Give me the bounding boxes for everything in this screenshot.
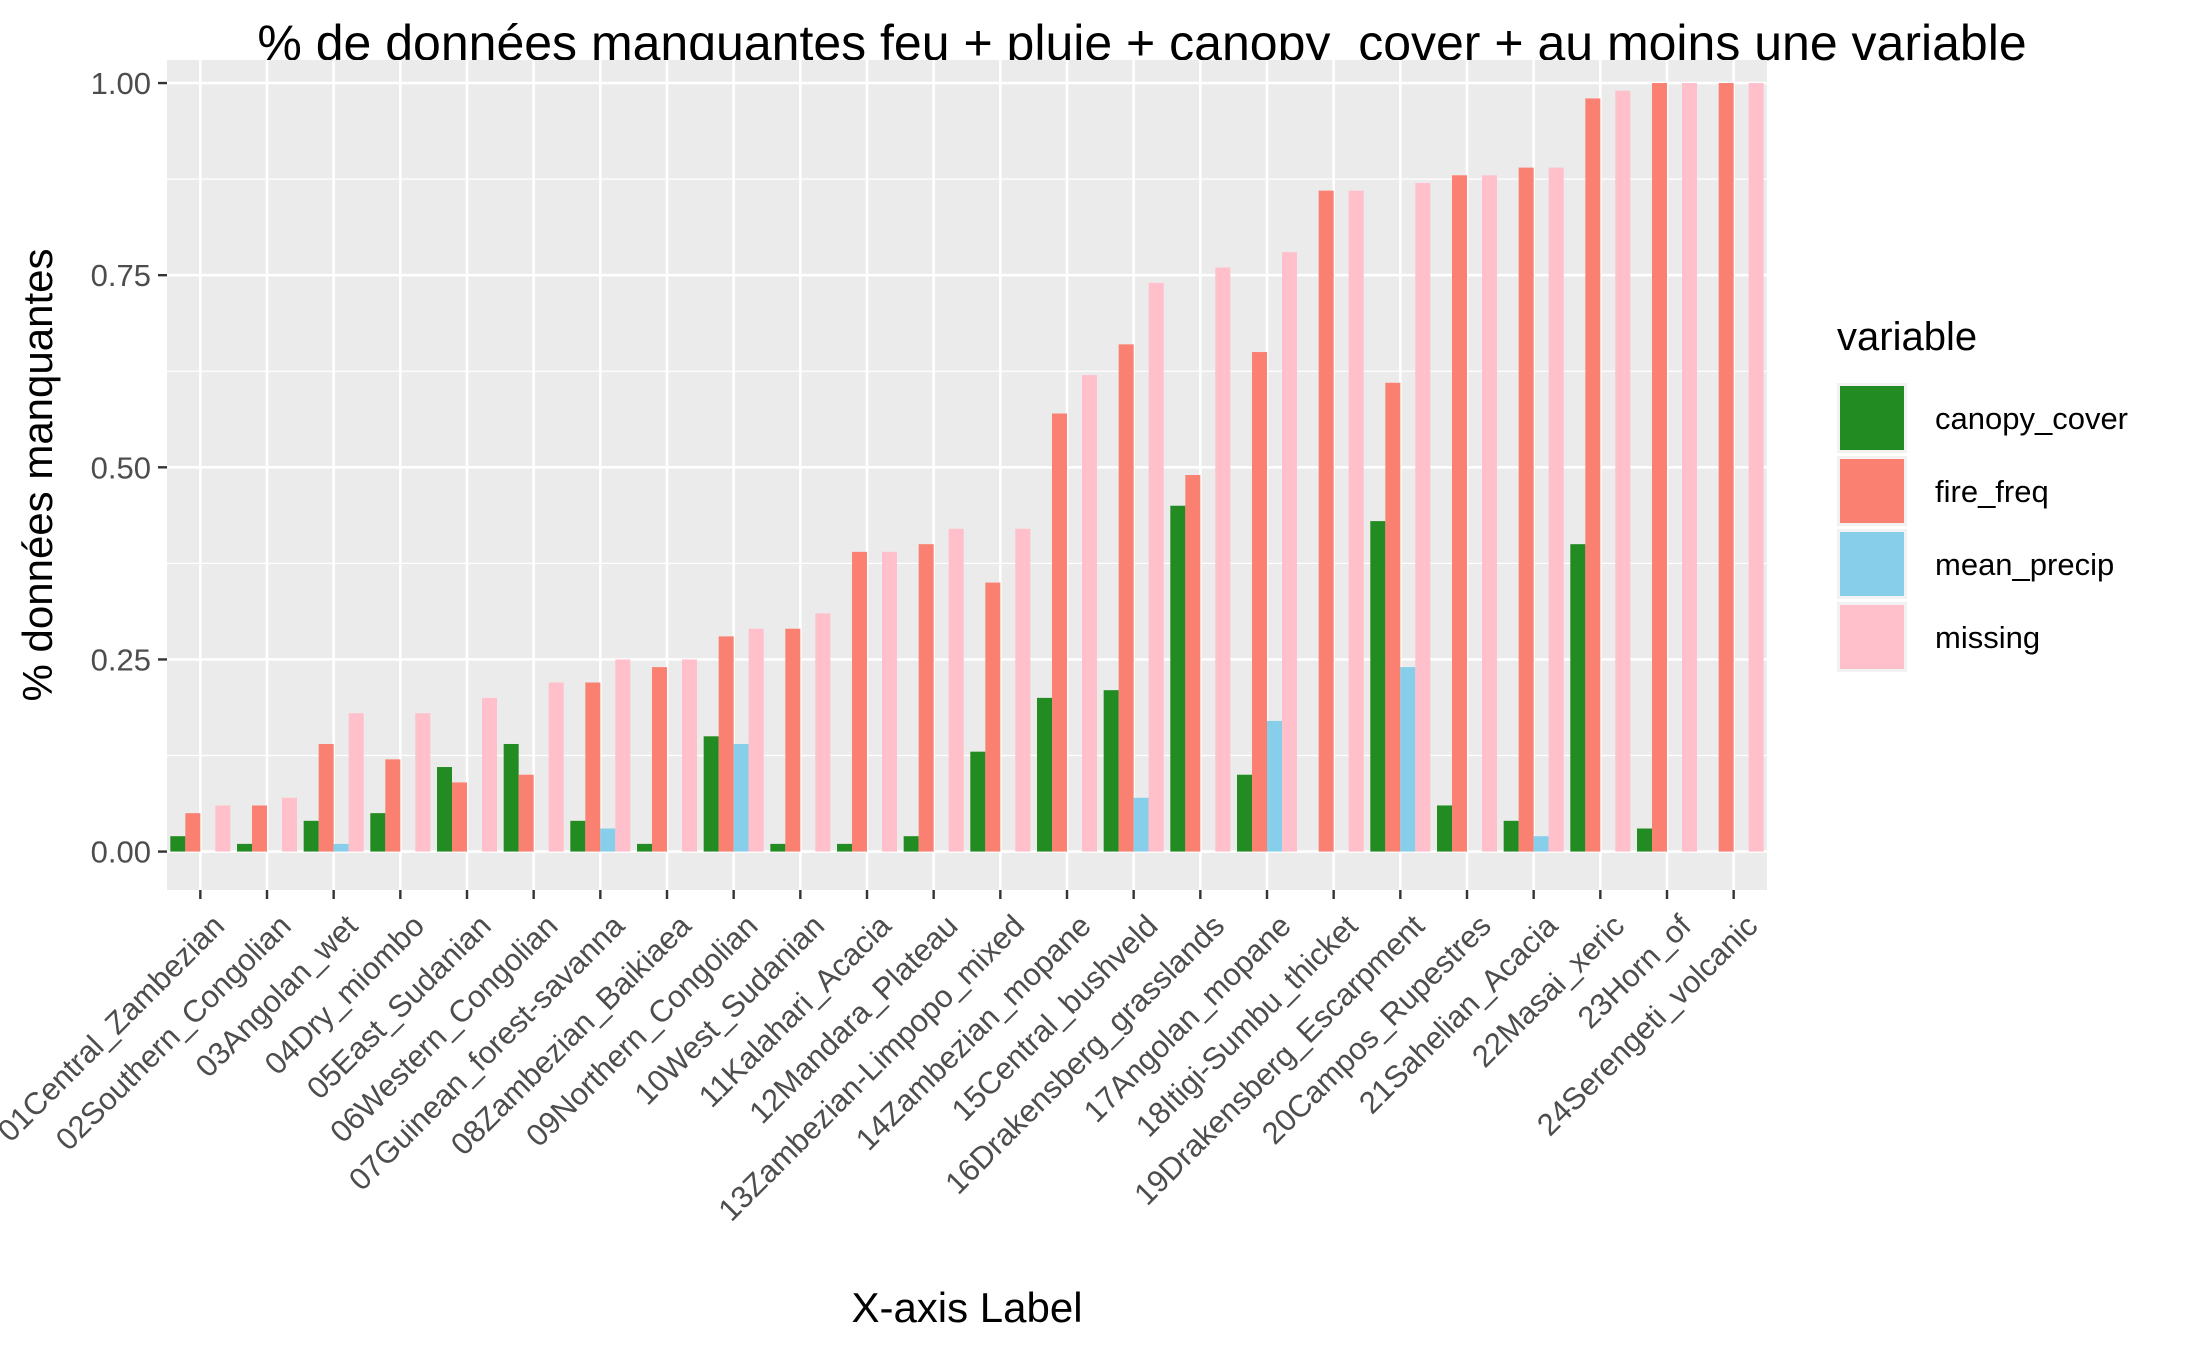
legend-label-mean_precip: mean_precip (1935, 547, 2114, 582)
bar-missing (882, 551, 897, 852)
bar-fire_freq (318, 743, 334, 852)
bar-missing (615, 659, 631, 852)
bar-fire_freq (785, 628, 801, 852)
bar-fire_freq (652, 667, 667, 852)
bar-fire_freq (185, 813, 201, 852)
bar-mean_precip (1133, 797, 1149, 852)
bar-missing (1282, 252, 1297, 852)
bar-missing (1682, 83, 1697, 852)
bar-fire_freq (452, 782, 467, 852)
bar-fire_freq (1052, 413, 1067, 852)
bar-missing (482, 697, 497, 852)
bar-missing (1482, 175, 1497, 852)
legend-label-fire_freq: fire_freq (1935, 474, 2049, 509)
bar-missing (215, 805, 231, 852)
bar-missing (1348, 190, 1364, 852)
y-tick-label: 0.00 (91, 835, 151, 870)
bar-fire_freq (1118, 344, 1134, 852)
bar-canopy_cover (903, 836, 919, 852)
bar-fire_freq (1652, 83, 1667, 852)
legend-key-canopy_cover (1840, 386, 1904, 450)
bar-fire_freq (518, 774, 534, 852)
bar-canopy_cover (503, 743, 519, 852)
bar-fire_freq (252, 805, 267, 852)
legend-label-missing: missing (1935, 620, 2040, 655)
bar-missing (1148, 282, 1164, 852)
bar-fire_freq (718, 636, 734, 852)
bar-missing (282, 797, 297, 852)
bar-missing (1215, 267, 1231, 852)
y-axis-title: % données manquantes (14, 249, 61, 702)
bar-fire_freq (1518, 167, 1534, 852)
bar-canopy_cover (703, 736, 719, 852)
bar-missing (1082, 375, 1097, 852)
bar-fire_freq (1385, 382, 1401, 852)
x-axis-title: X-axis Label (851, 1284, 1082, 1331)
bar-mean_precip (1267, 720, 1282, 852)
bar-fire_freq (1318, 190, 1334, 852)
y-axis: 0.00 0.25 0.50 0.75 1.00 (91, 66, 167, 870)
bar-missing (1748, 83, 1764, 852)
bar-canopy_cover (1037, 697, 1052, 852)
bar-canopy_cover (1503, 820, 1519, 852)
bar-canopy_cover (1570, 544, 1586, 852)
bar-canopy_cover (770, 843, 786, 852)
legend-key-missing (1840, 605, 1904, 669)
bar-canopy_cover (303, 820, 319, 852)
bar-missing (948, 528, 964, 852)
bar-fire_freq (385, 759, 401, 852)
bar-missing (548, 682, 564, 852)
bar-missing (1548, 167, 1564, 852)
bar-fire_freq (1585, 98, 1601, 852)
bar-missing (415, 713, 431, 852)
legend-label-canopy_cover: canopy_cover (1935, 401, 2128, 436)
bar-canopy_cover (437, 767, 452, 852)
bar-fire_freq (585, 682, 601, 852)
legend-key-mean_precip (1840, 532, 1904, 596)
bar-canopy_cover (1437, 805, 1452, 852)
bar-canopy_cover (1637, 828, 1652, 852)
bar-canopy_cover (1370, 521, 1386, 852)
bar-canopy_cover (570, 820, 586, 852)
bar-missing (748, 628, 764, 852)
bar-missing (348, 713, 364, 852)
bar-fire_freq (852, 551, 867, 852)
bar-fire_freq (1252, 352, 1267, 852)
bar-canopy_cover (970, 751, 986, 852)
legend-title: variable (1837, 315, 1977, 359)
bar-canopy_cover (170, 836, 186, 852)
bar-mean_precip (600, 828, 616, 852)
bar-mean_precip (733, 743, 749, 852)
y-tick-label: 0.25 (91, 642, 151, 677)
bar-fire_freq (985, 582, 1001, 852)
bar-missing (1015, 528, 1031, 852)
bar-fire_freq (1452, 175, 1467, 852)
bar-missing (682, 659, 697, 852)
bar-mean_precip (333, 843, 349, 852)
bar-mean_precip (1533, 836, 1549, 852)
legend-key-fire_freq (1840, 459, 1904, 523)
y-tick-label: 1.00 (91, 66, 151, 101)
legend: variable canopy_cover fire_freq mean_preci… (1837, 315, 2128, 672)
bar-canopy_cover (1103, 690, 1119, 852)
bar-missing (815, 613, 831, 852)
y-tick-label: 0.75 (91, 258, 151, 293)
bar-canopy_cover (1170, 505, 1186, 852)
bar-fire_freq (1185, 475, 1201, 852)
bar-fire_freq (1718, 83, 1734, 852)
bar-canopy_cover (237, 843, 252, 852)
y-tick-label: 0.50 (91, 450, 151, 485)
bar-canopy_cover (370, 813, 386, 852)
bar-missing (1415, 182, 1431, 852)
bar-fire_freq (918, 544, 934, 852)
bar-canopy_cover (837, 843, 852, 852)
plot-panel (167, 60, 1767, 890)
bar-canopy_cover (637, 843, 652, 852)
bar-canopy_cover (1237, 774, 1252, 852)
bars (170, 83, 1764, 852)
bar-missing (1615, 90, 1631, 852)
bar-mean_precip (1400, 667, 1416, 852)
x-axis: 01Central_Zambezian02Southern_Congolian0… (0, 890, 1764, 1228)
